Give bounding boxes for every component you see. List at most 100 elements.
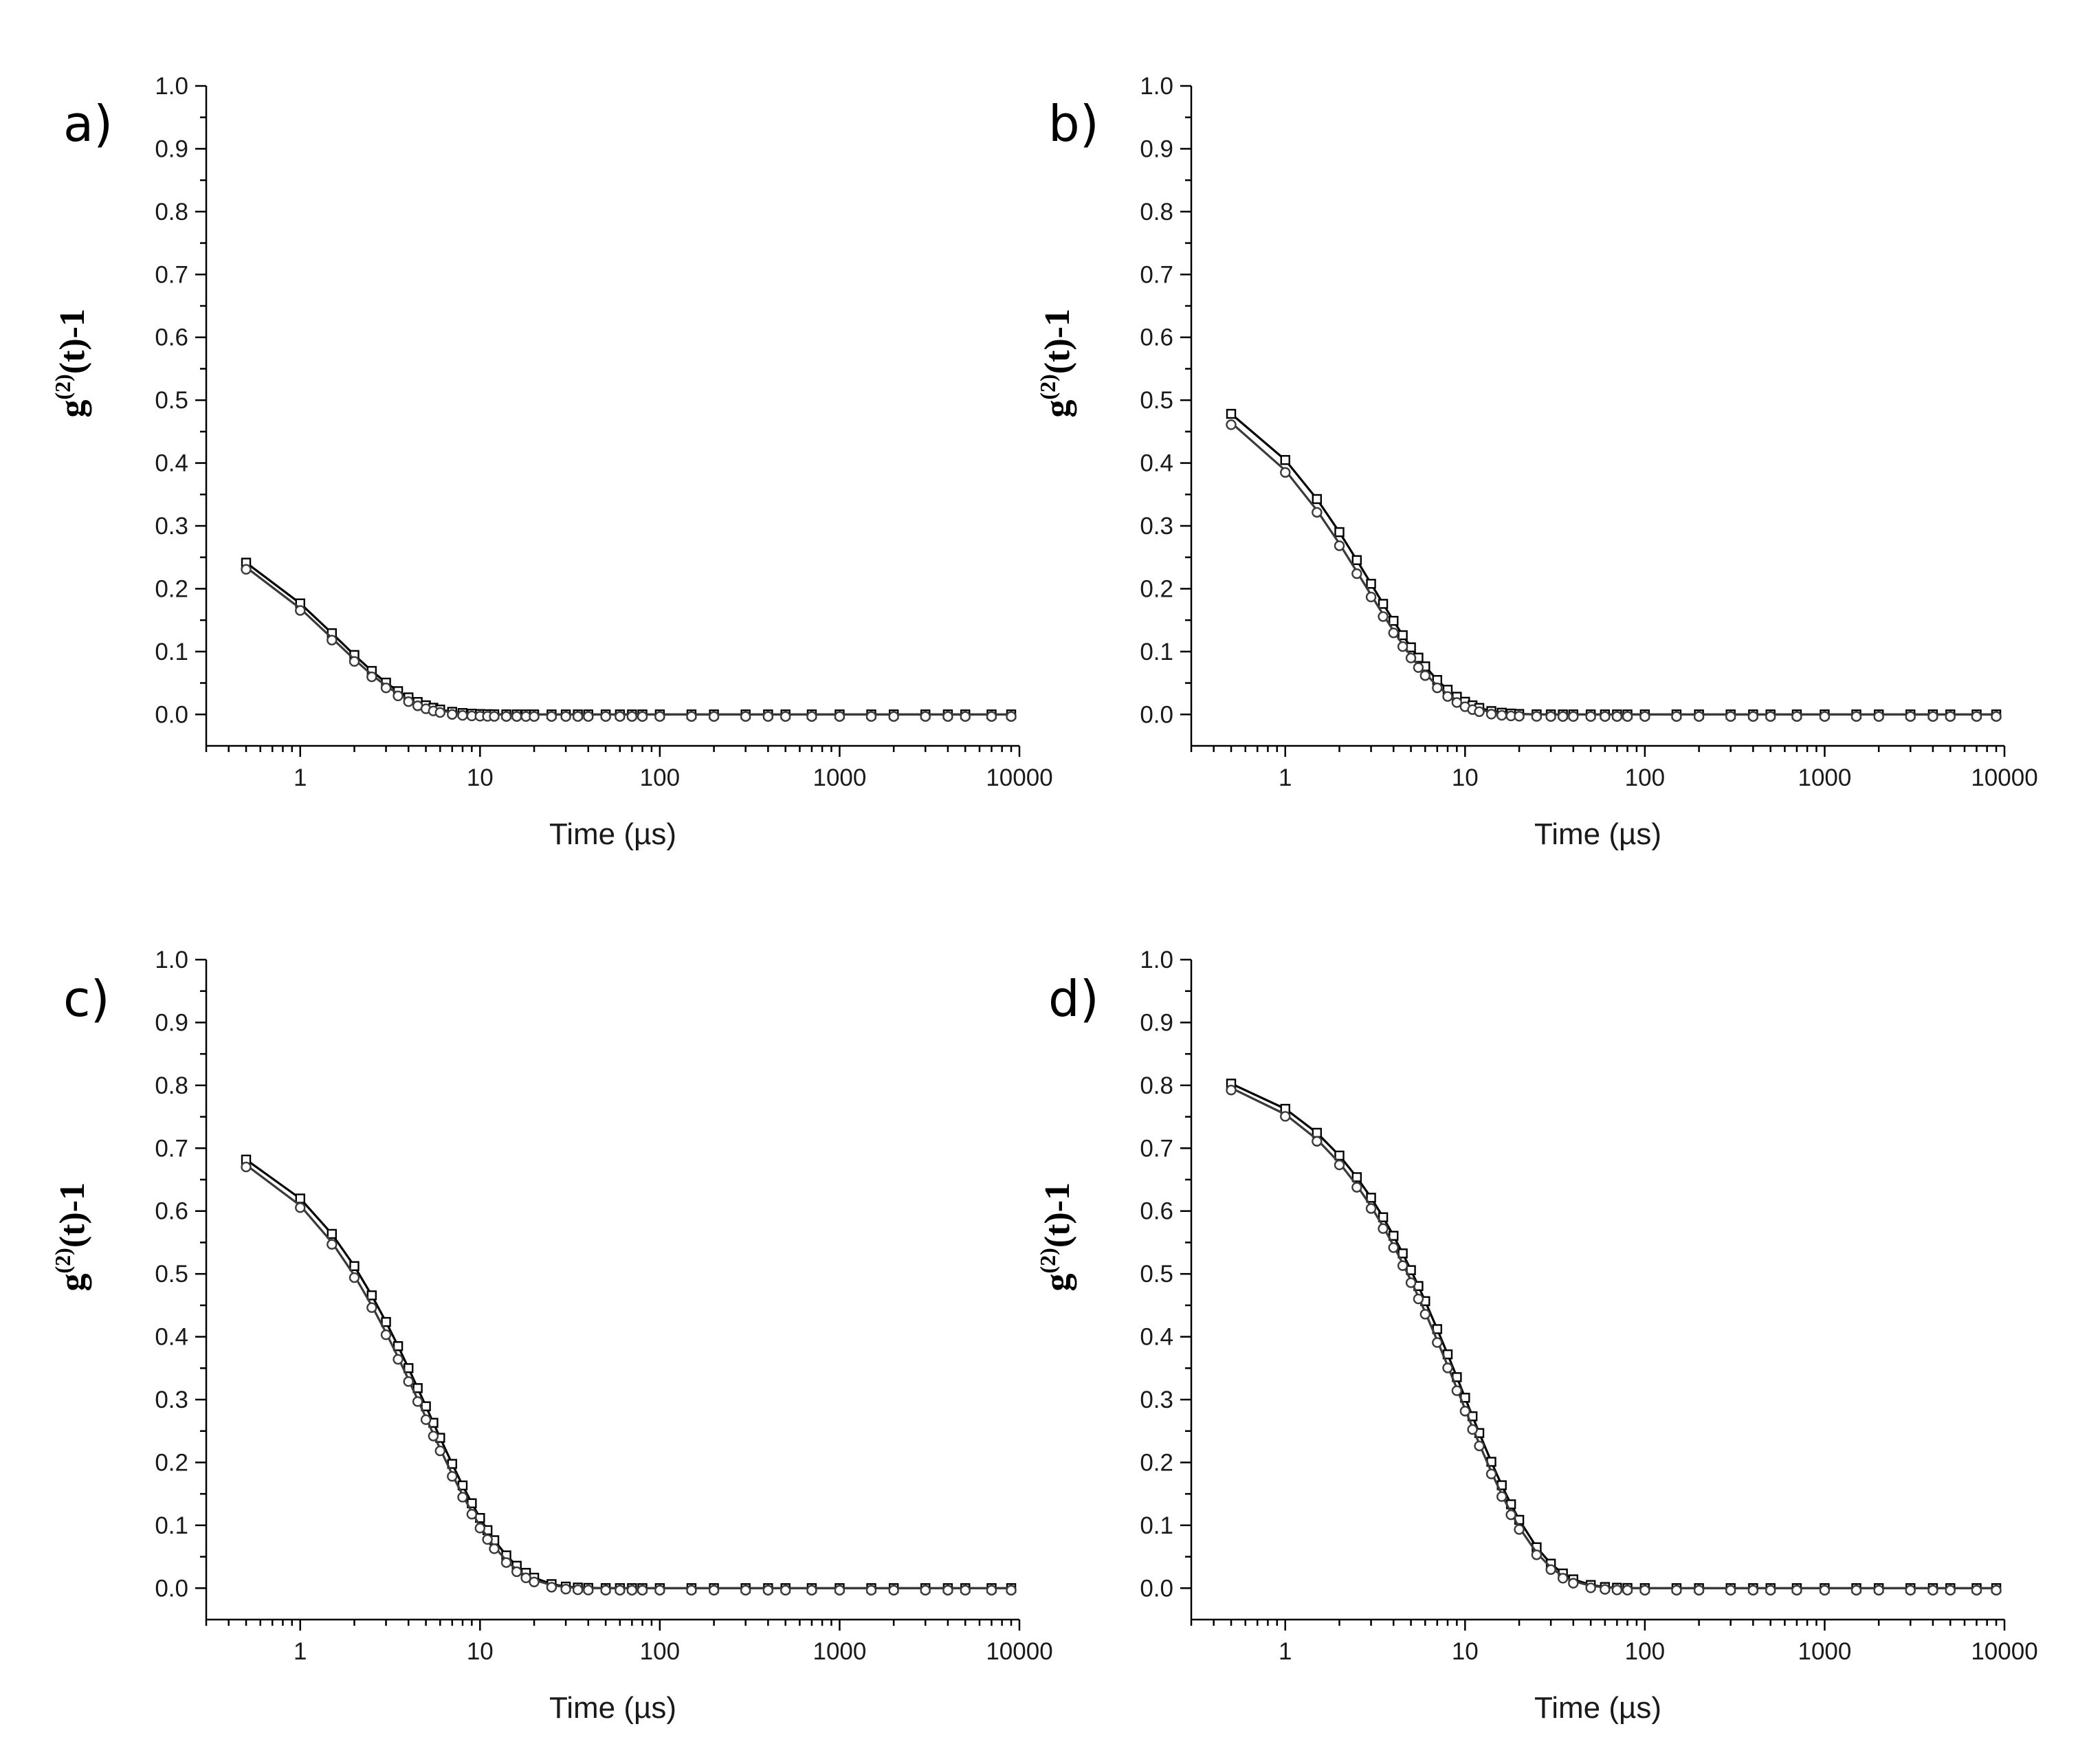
data-point	[1568, 1578, 1579, 1589]
x-tick-label: 1000	[1798, 764, 1852, 791]
data-point	[1850, 711, 1862, 722]
y-tick-label: 0.7	[1140, 1135, 1173, 1162]
data-point	[1334, 1159, 1345, 1171]
x-axis-title: Time (µs)	[549, 1691, 676, 1725]
data-point	[686, 1585, 697, 1596]
data-point	[1442, 1362, 1453, 1373]
data-point	[1485, 709, 1497, 720]
panel-label: d)	[1048, 970, 1099, 1028]
data-point	[583, 711, 594, 722]
data-point	[529, 1576, 540, 1588]
data-point	[403, 1376, 414, 1387]
series-line	[245, 1164, 1011, 1589]
data-point	[1226, 408, 1237, 419]
y-tick-label: 0.1	[155, 639, 188, 665]
data-point	[1312, 494, 1323, 505]
data-point	[1312, 507, 1323, 518]
y-title-base: g	[1038, 1273, 1077, 1291]
y-tick-label: 0.4	[1140, 1324, 1173, 1351]
data-point	[1388, 627, 1399, 639]
y-tick-label: 0.3	[1140, 1387, 1173, 1413]
data-point	[546, 1582, 557, 1593]
data-point	[806, 1585, 817, 1596]
data-point	[1378, 599, 1389, 609]
x-tick-label: 10	[1452, 1638, 1479, 1665]
data-point	[637, 711, 648, 722]
data-point	[1378, 1223, 1389, 1234]
data-point	[708, 711, 720, 722]
y-tick-label: 0.4	[1140, 450, 1173, 477]
data-point	[740, 1585, 751, 1596]
data-point	[1765, 711, 1776, 722]
data-point	[1531, 1549, 1543, 1560]
data-point	[615, 1585, 626, 1596]
data-point	[327, 634, 338, 645]
data-point	[942, 711, 953, 722]
data-point	[686, 711, 697, 722]
data-point	[1514, 1524, 1525, 1535]
data-point	[1432, 682, 1443, 694]
data-point	[1351, 568, 1362, 580]
panel-b: b) 0.0 0.1 0.2 0.3 0.4 0.5 0.6 0.7 0.8 0.9 1.0 1 10 10…	[1035, 73, 2038, 851]
y-tick-label: 0.5	[155, 387, 188, 414]
data-point	[1351, 1182, 1362, 1193]
y-tick-label: 0.8	[155, 1072, 188, 1099]
data-point	[600, 1585, 611, 1596]
x-tick-label: 10000	[1971, 1638, 2037, 1665]
y-tick-label: 0.6	[1140, 324, 1173, 351]
series-line	[1230, 412, 1996, 716]
y-tick-label: 0.3	[155, 1387, 188, 1413]
data-point	[1397, 641, 1408, 652]
data-point	[1419, 1309, 1430, 1320]
data-point	[865, 1585, 877, 1596]
data-point	[615, 711, 626, 722]
data-point	[1388, 1242, 1399, 1253]
y-tick-label: 0.5	[155, 1261, 188, 1288]
data-point	[600, 711, 611, 722]
data-point	[1474, 1440, 1485, 1452]
data-point	[327, 1228, 338, 1239]
data-point	[327, 1239, 338, 1250]
data-point	[1397, 1260, 1408, 1271]
x-tick-label: 10000	[986, 764, 1052, 791]
data-point	[1873, 711, 1884, 722]
y-title-rest: (t)-1	[53, 1182, 92, 1248]
data-point	[1819, 711, 1831, 722]
data-point	[1557, 711, 1569, 722]
data-point	[1671, 1585, 1682, 1596]
data-point	[1747, 1585, 1759, 1596]
panel-label: c)	[63, 970, 110, 1028]
data-point	[572, 711, 584, 722]
data-point	[295, 1202, 306, 1213]
data-point	[366, 671, 377, 683]
data-point	[920, 1585, 931, 1596]
data-point	[960, 711, 971, 722]
data-point	[500, 1557, 512, 1568]
data-point	[1991, 711, 2002, 722]
data-point	[740, 711, 751, 722]
svg-text:g(2)(t)-1: g(2)(t)-1	[50, 309, 92, 418]
data-point	[654, 1585, 665, 1596]
data-point	[1611, 711, 1623, 722]
data-point	[986, 1585, 997, 1596]
data-point	[1725, 1585, 1736, 1596]
x-tick-label: 1000	[813, 764, 867, 791]
data-point	[1397, 630, 1408, 641]
y-tick-label: 0.0	[155, 1575, 188, 1602]
y-tick-label: 1.0	[1140, 73, 1173, 100]
x-tick-label: 1000	[1798, 1638, 1852, 1665]
data-point	[762, 711, 774, 722]
y-axis-title: g(2)(t)-1	[50, 1182, 92, 1292]
data-point	[1622, 1585, 1633, 1596]
series-line	[1230, 421, 1996, 716]
data-point	[834, 711, 845, 722]
data-point	[1366, 1193, 1376, 1203]
x-tick-label: 100	[640, 764, 680, 791]
data-point	[1442, 691, 1453, 702]
data-point	[1850, 1585, 1862, 1596]
data-point	[1971, 711, 1982, 722]
data-point	[708, 1585, 720, 1596]
data-point	[1365, 1203, 1377, 1214]
data-point	[1693, 1585, 1705, 1596]
x-axis-title: Time (µs)	[549, 817, 676, 851]
